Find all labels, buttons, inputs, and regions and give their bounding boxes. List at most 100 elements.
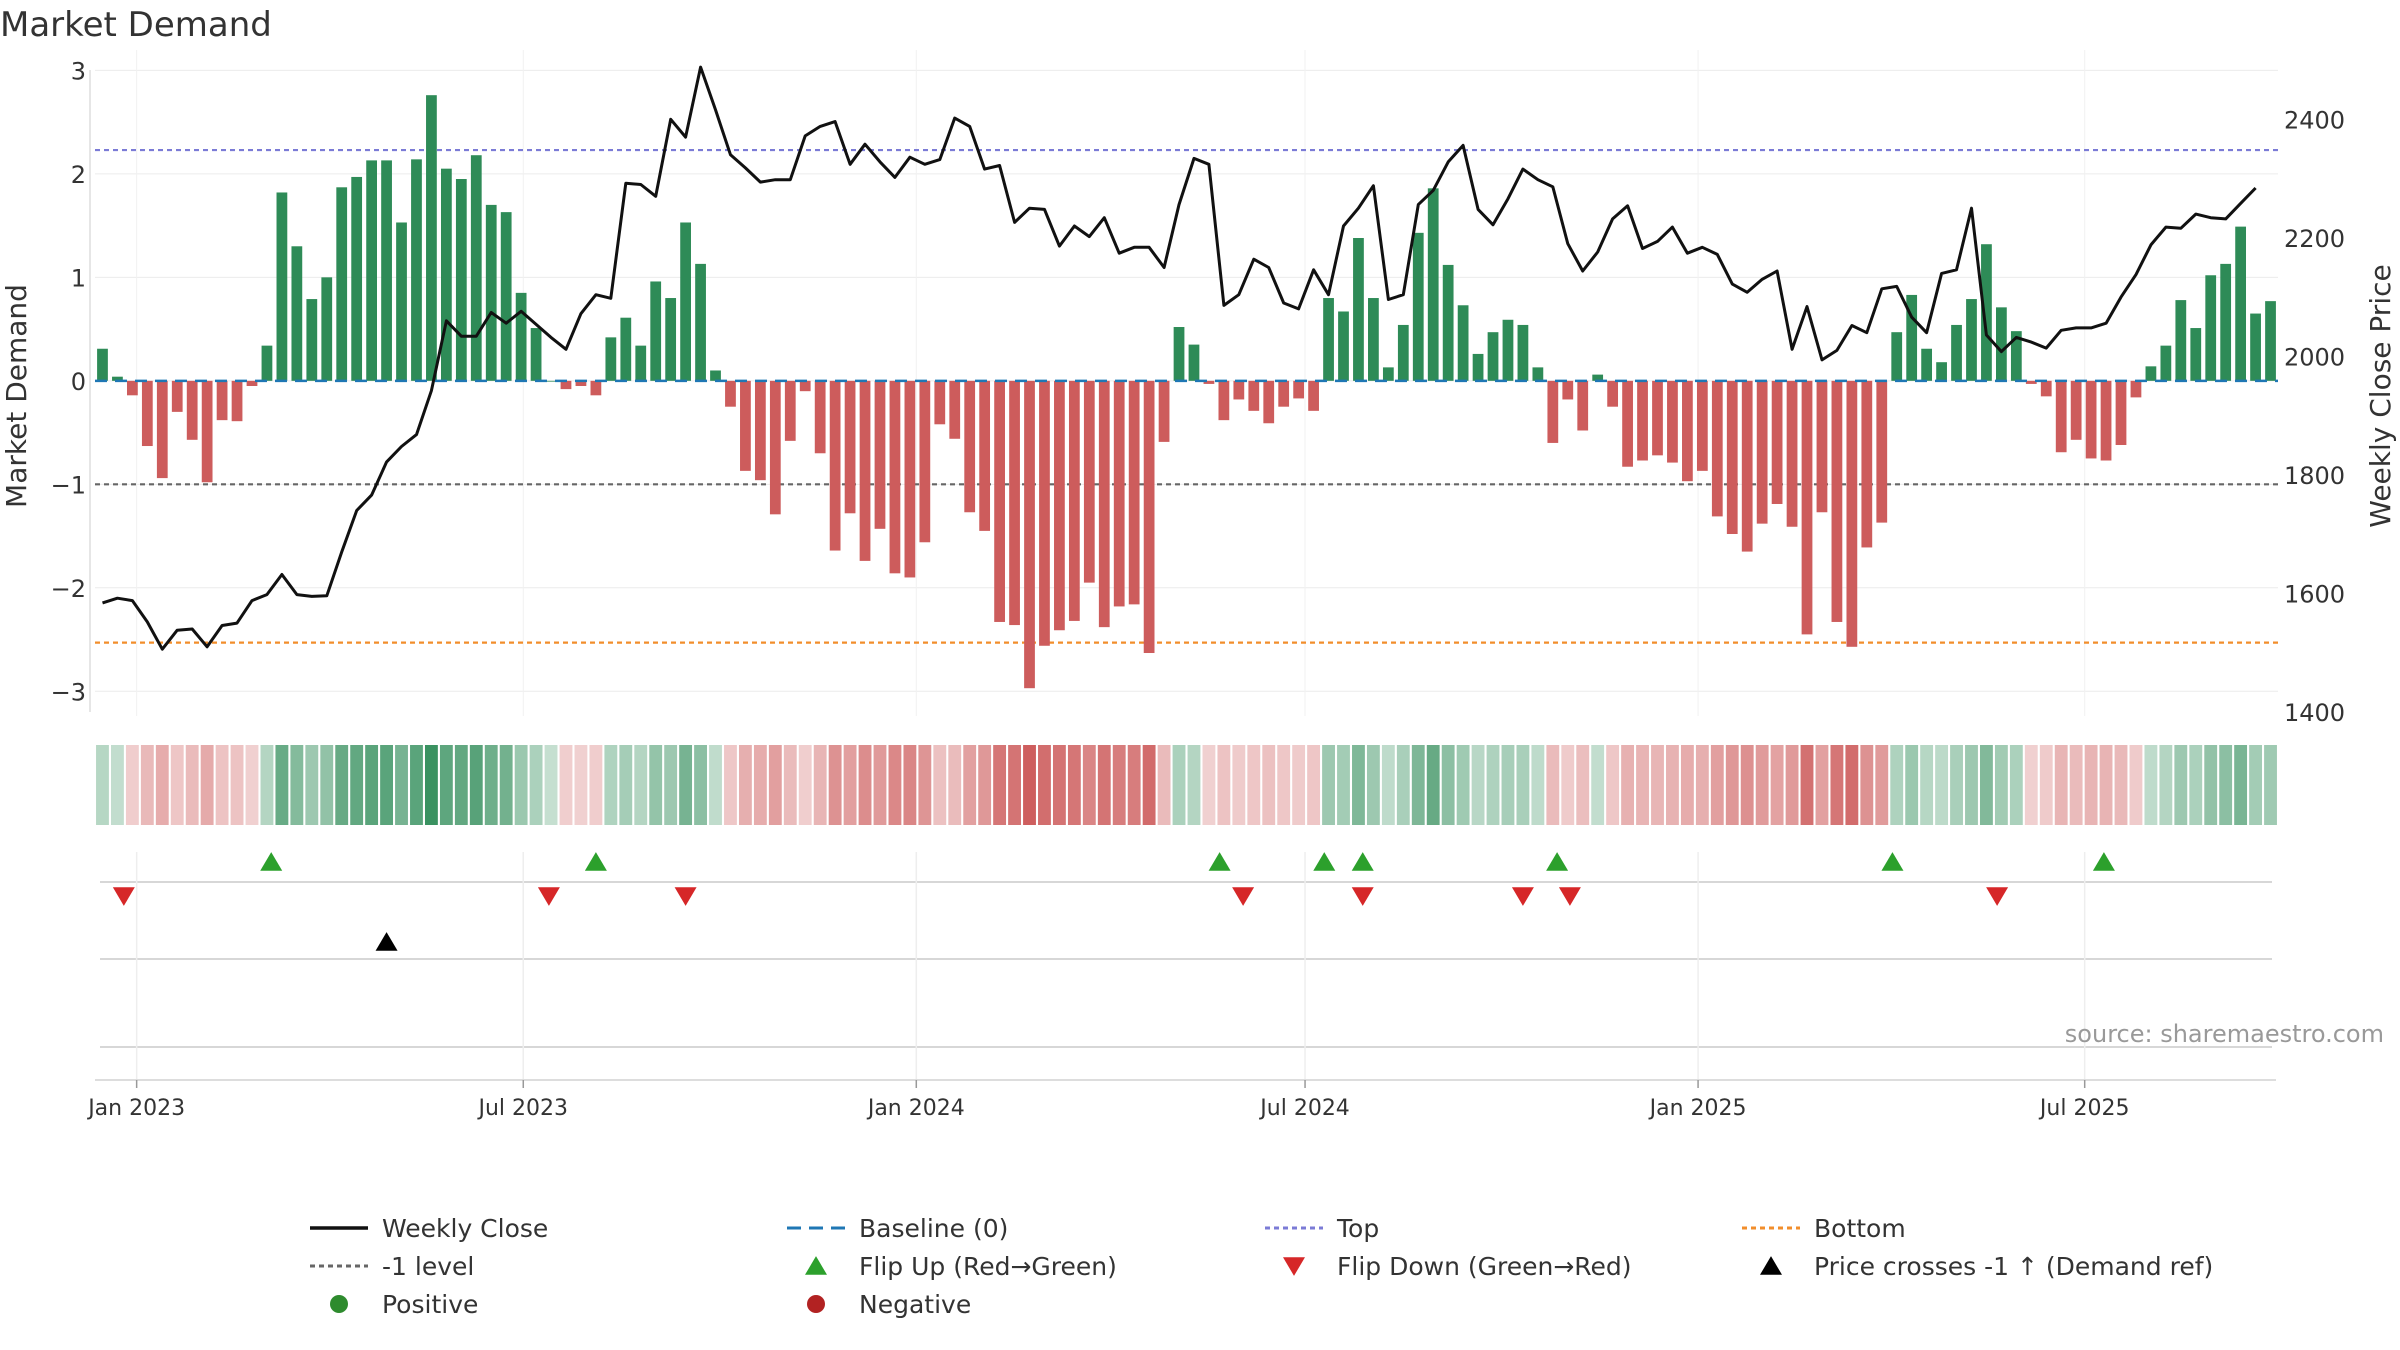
demand-bar [874, 380, 886, 529]
demand-bar [1098, 380, 1110, 628]
demand-bar [381, 160, 392, 381]
legend-label: Weekly Close [382, 1214, 548, 1243]
heat-cell [1561, 745, 1575, 825]
flip-up-marker [1881, 852, 1904, 871]
demand-bar [1158, 380, 1170, 442]
heat-cell [1127, 745, 1141, 825]
flip-down-marker [1351, 887, 1374, 906]
demand-bar [2040, 380, 2052, 397]
demand-bar [426, 95, 437, 381]
x-tick-label: Jul 2024 [1258, 1096, 1350, 1121]
demand-bar [1756, 380, 1768, 524]
y-tick-right: 2400 [2284, 106, 2345, 134]
x-tick-label: Jul 2025 [2038, 1096, 2130, 1121]
demand-bar [1054, 380, 1065, 631]
heat-cell [1381, 745, 1395, 825]
demand-bar [396, 222, 407, 381]
demand-bar [411, 159, 422, 381]
demand-bar [740, 380, 751, 471]
heat-cell [1695, 745, 1709, 825]
flip-up-marker [584, 852, 607, 871]
flip-down-marker [1558, 887, 1581, 906]
x-axis: Jan 2023 Jul 2023 Jan 2024 Jul 2024 Jan 2025… [86, 1079, 2276, 1121]
demand-bar [276, 192, 288, 381]
demand-bar [1726, 380, 1738, 534]
heat-cell [1112, 745, 1126, 825]
heat-cell [439, 745, 453, 825]
heat-cell [604, 745, 618, 825]
heat-cell [96, 745, 109, 825]
heat-cell [2264, 745, 2277, 825]
heat-cell [484, 745, 498, 825]
demand-bar [440, 168, 452, 381]
demand-bar [1876, 380, 1888, 523]
heat-cell [1097, 745, 1111, 825]
heat-cell [2069, 745, 2083, 825]
heat-cell [529, 745, 543, 825]
heat-cell [798, 745, 812, 825]
heat-cell [140, 745, 154, 825]
demand-bar [1248, 380, 1260, 411]
demand-bar [1293, 380, 1305, 399]
demand-bar [351, 176, 363, 381]
price-series [102, 65, 2257, 651]
demand-bar [2025, 380, 2037, 384]
demand-bar [934, 380, 946, 425]
demand-bar [769, 380, 781, 515]
demand-bar [515, 292, 527, 381]
demand-bar [246, 380, 258, 386]
heat-cell [619, 745, 633, 825]
heat-cell [1396, 745, 1410, 825]
demand-bar [1801, 380, 1813, 635]
heat-cell [230, 745, 244, 825]
heat-cell [125, 745, 139, 825]
heat-cell [1187, 745, 1201, 825]
heat-cell [1980, 745, 1993, 825]
legend-label: Bottom [1814, 1214, 1906, 1243]
demand-bar [2250, 313, 2261, 381]
demand-bar [814, 380, 826, 454]
demand-bar [1382, 367, 1394, 381]
demand-bar [1667, 380, 1678, 463]
heat-cell [155, 745, 169, 825]
demand-bar [1308, 380, 1319, 411]
y-tick-left: −3 [51, 678, 86, 706]
demand-bar [2100, 380, 2112, 461]
chart-title: Market Demand [0, 5, 272, 45]
demand-bar [1412, 232, 1424, 381]
heat-cell [200, 745, 214, 825]
demand-bar [725, 380, 736, 407]
demand-bar [1637, 380, 1648, 461]
demand-bar [2265, 301, 2276, 381]
heat-cell [1606, 745, 1620, 825]
demand-bar [710, 370, 721, 381]
demand-bar [964, 380, 976, 513]
demand-bar [141, 380, 153, 447]
signal-markers [100, 852, 2272, 1080]
demand-bar [485, 204, 497, 381]
heat-cell [1531, 745, 1545, 825]
demand-bar [1921, 348, 1933, 381]
heat-cell [395, 745, 408, 825]
heat-cell [709, 745, 722, 825]
heat-cell [1471, 745, 1485, 825]
demand-bar [1472, 353, 1484, 381]
demand-bar [186, 380, 198, 440]
heat-cell [679, 745, 693, 825]
flip-up-marker [1313, 852, 1336, 871]
heat-cell [694, 745, 707, 825]
demand-bar [1936, 362, 1947, 381]
heat-cell [1725, 745, 1739, 825]
heat-cell [1352, 745, 1365, 825]
heat-cell [873, 745, 887, 825]
demand-bar [1771, 380, 1783, 504]
legend-swatch [805, 1256, 827, 1275]
demand-bar [306, 299, 318, 381]
demand-bar [1233, 380, 1245, 400]
heat-cell [1860, 745, 1874, 825]
y-tick-left: 0 [71, 368, 86, 396]
heat-cell [1411, 745, 1425, 825]
heat-cell [1905, 745, 1919, 825]
heat-cell [1082, 745, 1096, 825]
legend-label: Negative [859, 1290, 971, 1319]
